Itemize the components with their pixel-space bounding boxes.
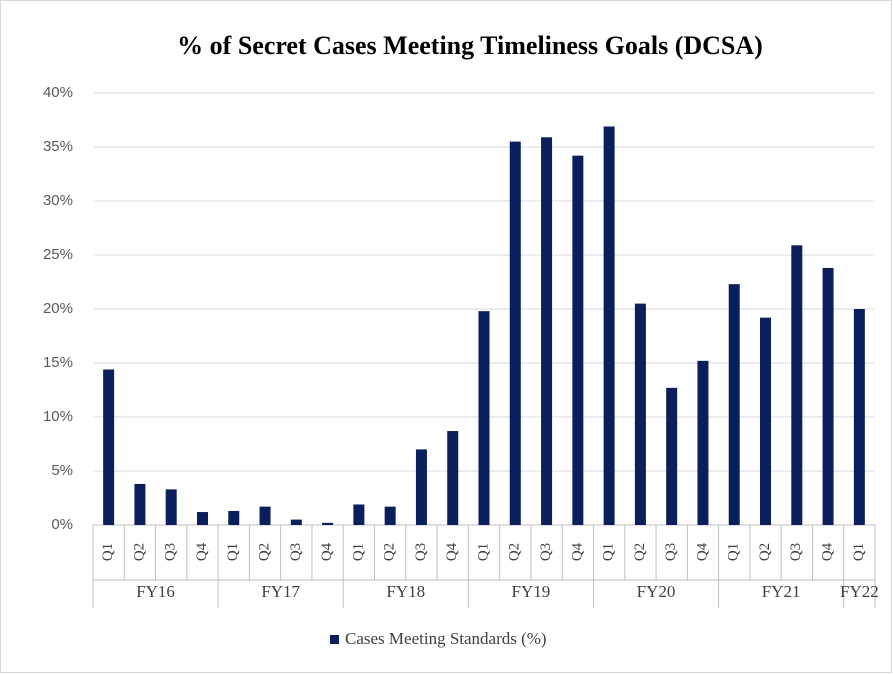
legend-label: Cases Meeting Standards (%) [345, 629, 547, 648]
chart-title: % of Secret Cases Meeting Timeliness Goa… [177, 31, 763, 60]
x-tick-label: Q3 [663, 543, 679, 561]
bar [322, 522, 334, 525]
bar [478, 311, 490, 525]
x-tick-label: Q2 [256, 543, 272, 561]
y-tick-label: 40% [43, 84, 73, 101]
y-tick-label: 15% [43, 354, 73, 371]
bar [196, 512, 208, 525]
y-tick-label: 0% [51, 516, 73, 533]
x-tick-label: Q1 [475, 543, 491, 561]
bar [760, 317, 772, 525]
bar [384, 506, 396, 525]
bar [290, 519, 302, 525]
group-label: FY16 [136, 582, 175, 601]
bar [228, 510, 240, 525]
bar [165, 489, 177, 525]
x-tick-label: Q4 [319, 542, 335, 561]
x-tick-label: Q4 [194, 542, 210, 561]
legend-swatch [330, 635, 339, 644]
bar [259, 506, 271, 525]
x-tick-label: Q3 [413, 543, 429, 561]
x-tick-label: Q1 [225, 543, 241, 561]
x-tick-label: Q1 [100, 543, 116, 561]
x-tick-label: Q2 [131, 543, 147, 561]
x-tick-label: Q4 [820, 542, 836, 561]
y-tick-label: 20% [43, 300, 73, 317]
y-tick-label: 5% [51, 462, 73, 479]
bar [728, 284, 740, 525]
x-tick-label: Q2 [757, 543, 773, 561]
bar [447, 431, 459, 525]
bar [853, 309, 865, 525]
x-tick-label: Q3 [538, 543, 554, 561]
x-tick-label: Q1 [601, 543, 617, 561]
x-tick-label: Q4 [569, 542, 585, 561]
y-tick-label: 30% [43, 192, 73, 209]
bar [509, 141, 521, 525]
bar [666, 387, 678, 525]
x-tick-label: Q2 [382, 543, 398, 561]
bar [415, 449, 427, 525]
y-tick-label: 10% [43, 408, 73, 425]
group-label: FY22 [840, 582, 879, 601]
x-tick-label: Q3 [788, 543, 804, 561]
group-label: FY17 [261, 582, 300, 601]
y-tick-label: 35% [43, 138, 73, 155]
x-tick-label: Q1 [350, 543, 366, 561]
x-tick-label: Q2 [632, 543, 648, 561]
bar [134, 483, 146, 525]
bar [791, 245, 803, 525]
bar [634, 303, 646, 525]
bar [822, 267, 834, 525]
bar [603, 126, 615, 525]
bar [697, 360, 709, 525]
x-tick-label: Q2 [507, 543, 523, 561]
x-tick-label: Q4 [444, 542, 460, 561]
x-tick-label: Q3 [288, 543, 304, 561]
x-tick-label: Q1 [851, 543, 867, 561]
bar [353, 504, 365, 525]
group-label: FY19 [512, 582, 551, 601]
bar [103, 369, 115, 525]
group-label: FY21 [762, 582, 801, 601]
x-tick-label: Q3 [163, 543, 179, 561]
bar [572, 155, 584, 525]
y-tick-label: 25% [43, 246, 73, 263]
group-label: FY18 [386, 582, 425, 601]
bar [541, 137, 553, 525]
x-tick-label: Q4 [694, 542, 710, 561]
x-tick-label: Q1 [726, 543, 742, 561]
group-label: FY20 [637, 582, 676, 601]
